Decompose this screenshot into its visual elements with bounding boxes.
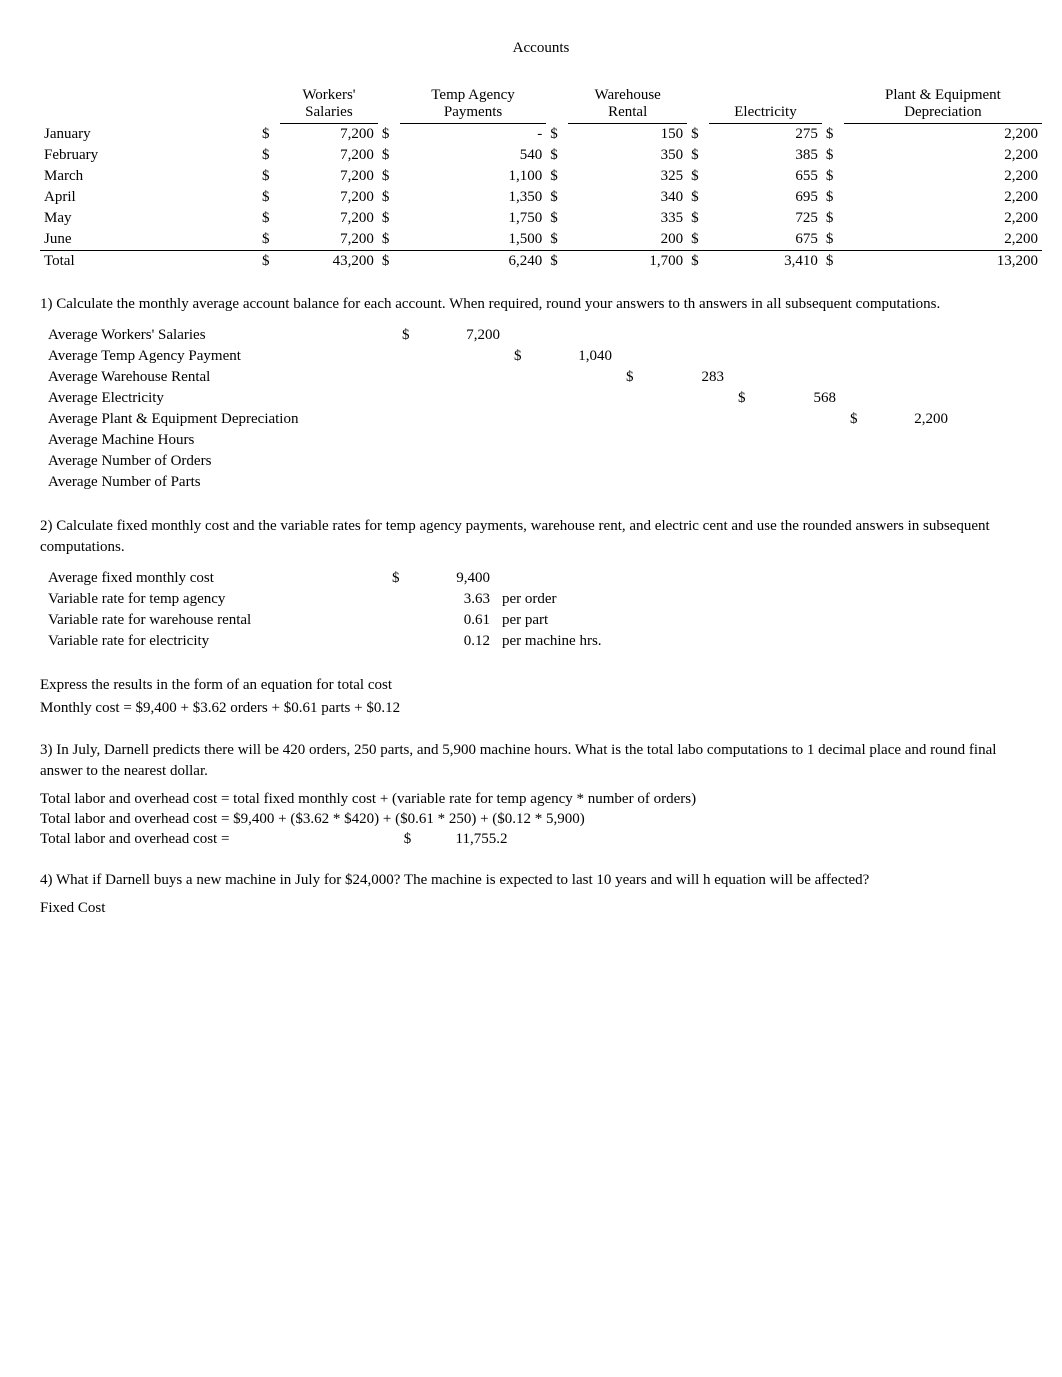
average-row: Average Plant & Equipment Depreciation$2… — [42, 410, 954, 429]
rate-row: Variable rate for temp agency3.63per ord… — [42, 590, 608, 609]
rate-row: Variable rate for electricity0.12per mac… — [42, 632, 608, 651]
page-title: Accounts — [40, 40, 1042, 57]
q2-eq2: Monthly cost = $9,400 + $3.62 orders + $… — [40, 698, 1042, 718]
accounts-table: Workers' Salaries Temp Agency Payments W… — [40, 85, 1042, 272]
q3-line2: Total labor and overhead cost = $9,400 +… — [40, 811, 1042, 828]
col-warehouse: Warehouse Rental — [568, 85, 687, 124]
q4-text: 4) What if Darnell buys a new machine in… — [40, 870, 1042, 890]
rate-row: Average fixed monthly cost$9,400 — [42, 569, 608, 588]
q1-text: 1) Calculate the monthly average account… — [40, 294, 1042, 314]
average-row: Average Number of Parts — [42, 473, 954, 492]
table-row: January$7,200$-$150$275$2,200 — [40, 124, 1042, 146]
table-row: February$7,200$540$350$385$2,200 — [40, 145, 1042, 166]
average-row: Average Electricity$568 — [42, 389, 954, 408]
table-row: Total$43,200$6,240$1,700$3,410$13,200 — [40, 251, 1042, 273]
rate-row: Variable rate for warehouse rental0.61pe… — [42, 611, 608, 630]
q2-text: 2) Calculate fixed monthly cost and the … — [40, 516, 1042, 557]
col-workers: Workers' Salaries — [280, 85, 378, 124]
q4-answer: Fixed Cost — [40, 900, 1042, 917]
averages-table: Average Workers' Salaries$7,200 Average T… — [40, 324, 956, 494]
table-row: May$7,200$1,750$335$725$2,200 — [40, 208, 1042, 229]
col-elec: Electricity — [709, 85, 822, 124]
rates-table: Average fixed monthly cost$9,400 Variable… — [40, 567, 610, 653]
table-row: June$7,200$1,500$200$675$2,200 — [40, 229, 1042, 251]
average-row: Average Temp Agency Payment$1,040 — [42, 347, 954, 366]
average-row: Average Machine Hours — [42, 431, 954, 450]
col-temp: Temp Agency Payments — [400, 85, 546, 124]
average-row: Average Warehouse Rental$283 — [42, 368, 954, 387]
average-row: Average Workers' Salaries$7,200 — [42, 326, 954, 345]
q2-eq1: Express the results in the form of an eq… — [40, 675, 1042, 695]
table-row: April$7,200$1,350$340$695$2,200 — [40, 187, 1042, 208]
table-row: March$7,200$1,100$325$655$2,200 — [40, 166, 1042, 187]
q3-text: 3) In July, Darnell predicts there will … — [40, 740, 1042, 781]
average-row: Average Number of Orders — [42, 452, 954, 471]
q3-line1: Total labor and overhead cost = total fi… — [40, 791, 1042, 808]
q3-line3: Total labor and overhead cost = $ 11,755… — [40, 831, 1042, 848]
col-plant: Plant & Equipment Depreciation — [844, 85, 1042, 124]
